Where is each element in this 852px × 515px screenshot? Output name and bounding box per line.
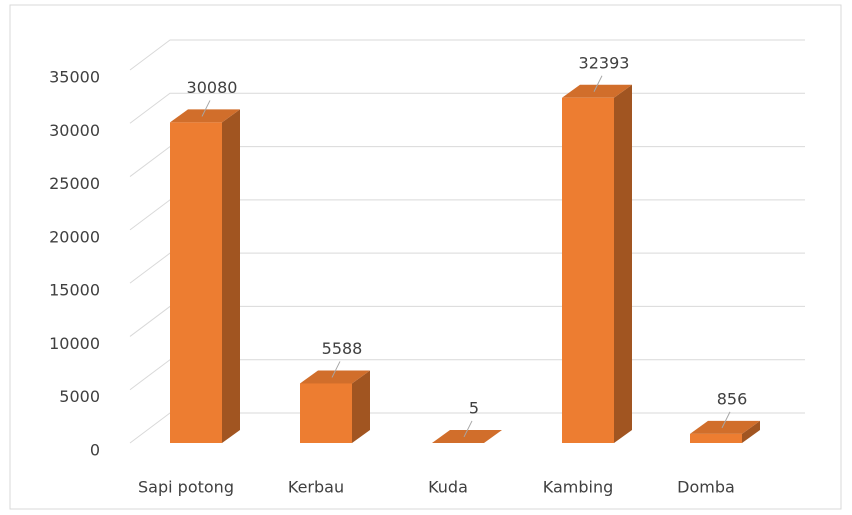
y-tick-label: 10000 bbox=[49, 334, 100, 353]
leader-line bbox=[201, 100, 211, 117]
bar-top bbox=[432, 429, 502, 443]
bar bbox=[170, 122, 222, 444]
bar-side bbox=[484, 429, 502, 443]
y-tick-label: 35000 bbox=[49, 68, 100, 87]
y-tick-label: 0 bbox=[90, 441, 100, 460]
leader-line bbox=[721, 411, 731, 429]
grid-line bbox=[129, 39, 805, 71]
x-tick-label: Kerbau bbox=[288, 478, 344, 497]
x-tick-label: Kambing bbox=[543, 478, 614, 497]
y-tick-label: 25000 bbox=[49, 174, 100, 193]
bar-side bbox=[352, 370, 370, 443]
bar-top bbox=[300, 370, 370, 384]
y-tick-label: 30000 bbox=[49, 121, 100, 140]
bar-top bbox=[690, 420, 760, 434]
bar-side bbox=[222, 109, 240, 444]
value-label: 30080 bbox=[187, 78, 238, 97]
value-label: 32393 bbox=[579, 53, 630, 72]
bar-side bbox=[614, 84, 632, 443]
value-label: 5 bbox=[469, 398, 479, 417]
bar-top bbox=[170, 109, 240, 123]
y-tick-label: 5000 bbox=[59, 387, 100, 406]
x-tick-label: Kuda bbox=[428, 478, 468, 497]
y-tick-label: 15000 bbox=[49, 281, 100, 300]
bar bbox=[690, 433, 742, 443]
bar bbox=[300, 383, 352, 443]
value-label: 856 bbox=[717, 389, 748, 408]
bar-side bbox=[742, 420, 760, 443]
leader-line bbox=[331, 361, 341, 378]
x-tick-label: Domba bbox=[677, 478, 735, 497]
bar bbox=[562, 97, 614, 443]
x-tick-label: Sapi potong bbox=[138, 478, 234, 497]
leader-line bbox=[593, 75, 603, 93]
leader-line bbox=[463, 420, 473, 438]
value-label: 5588 bbox=[322, 339, 363, 358]
bar-top bbox=[562, 84, 632, 98]
y-tick-label: 20000 bbox=[49, 227, 100, 246]
